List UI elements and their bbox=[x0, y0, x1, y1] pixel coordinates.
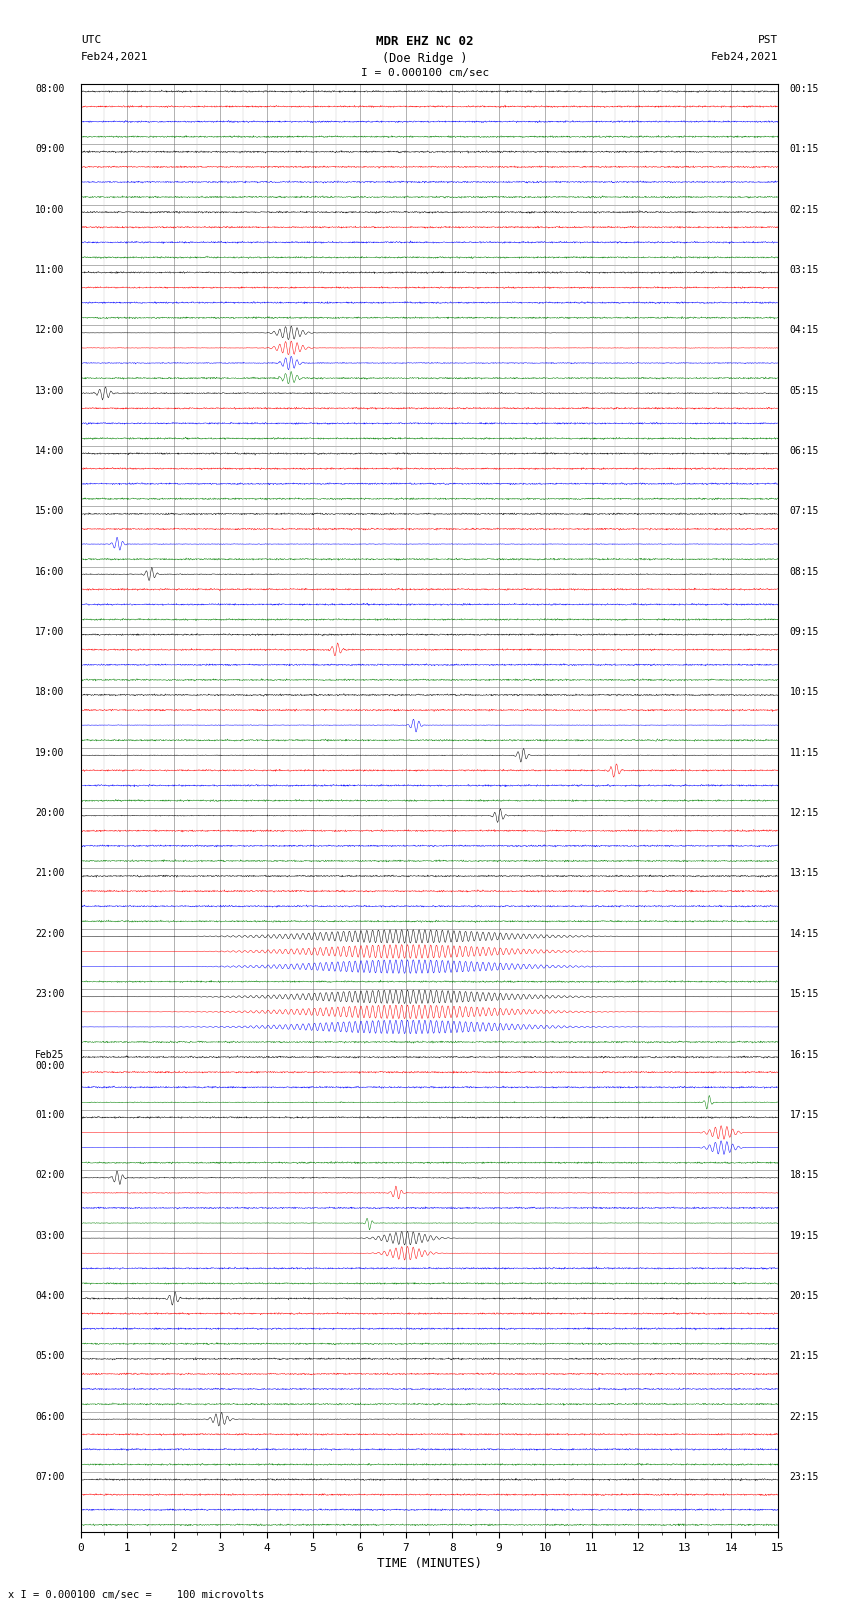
Text: 18:00: 18:00 bbox=[35, 687, 65, 697]
Text: 10:00: 10:00 bbox=[35, 205, 65, 215]
Text: x I = 0.000100 cm/sec =    100 microvolts: x I = 0.000100 cm/sec = 100 microvolts bbox=[8, 1590, 264, 1600]
Text: 22:15: 22:15 bbox=[790, 1411, 819, 1421]
Text: 01:15: 01:15 bbox=[790, 144, 819, 155]
Text: 19:00: 19:00 bbox=[35, 748, 65, 758]
Text: 17:15: 17:15 bbox=[790, 1110, 819, 1119]
Text: 11:15: 11:15 bbox=[790, 748, 819, 758]
Text: 02:00: 02:00 bbox=[35, 1171, 65, 1181]
Text: 03:00: 03:00 bbox=[35, 1231, 65, 1240]
Text: 01:00: 01:00 bbox=[35, 1110, 65, 1119]
Text: 15:00: 15:00 bbox=[35, 506, 65, 516]
Text: 07:00: 07:00 bbox=[35, 1473, 65, 1482]
Text: 11:00: 11:00 bbox=[35, 265, 65, 274]
Text: 02:15: 02:15 bbox=[790, 205, 819, 215]
Text: 00:15: 00:15 bbox=[790, 84, 819, 94]
Text: 16:00: 16:00 bbox=[35, 566, 65, 577]
Text: 04:15: 04:15 bbox=[790, 326, 819, 336]
Text: 19:15: 19:15 bbox=[790, 1231, 819, 1240]
Text: 13:15: 13:15 bbox=[790, 868, 819, 879]
Text: 08:00: 08:00 bbox=[35, 84, 65, 94]
Text: 14:00: 14:00 bbox=[35, 447, 65, 456]
Text: 12:00: 12:00 bbox=[35, 326, 65, 336]
Text: PST: PST bbox=[757, 35, 778, 45]
Text: 20:15: 20:15 bbox=[790, 1290, 819, 1302]
Text: 03:15: 03:15 bbox=[790, 265, 819, 274]
Text: MDR EHZ NC 02: MDR EHZ NC 02 bbox=[377, 35, 473, 48]
Text: Feb24,2021: Feb24,2021 bbox=[81, 52, 148, 61]
Text: 21:15: 21:15 bbox=[790, 1352, 819, 1361]
Text: 13:00: 13:00 bbox=[35, 386, 65, 395]
Text: 21:00: 21:00 bbox=[35, 868, 65, 879]
Text: (Doe Ridge ): (Doe Ridge ) bbox=[382, 52, 468, 65]
Text: 09:15: 09:15 bbox=[790, 627, 819, 637]
Text: 12:15: 12:15 bbox=[790, 808, 819, 818]
Text: 17:00: 17:00 bbox=[35, 627, 65, 637]
Text: 22:00: 22:00 bbox=[35, 929, 65, 939]
Text: 05:00: 05:00 bbox=[35, 1352, 65, 1361]
Text: 07:15: 07:15 bbox=[790, 506, 819, 516]
Text: 05:15: 05:15 bbox=[790, 386, 819, 395]
Text: 20:00: 20:00 bbox=[35, 808, 65, 818]
Text: Feb24,2021: Feb24,2021 bbox=[711, 52, 778, 61]
Text: 08:15: 08:15 bbox=[790, 566, 819, 577]
Text: 14:15: 14:15 bbox=[790, 929, 819, 939]
Text: 09:00: 09:00 bbox=[35, 144, 65, 155]
Text: 06:15: 06:15 bbox=[790, 447, 819, 456]
Text: 23:00: 23:00 bbox=[35, 989, 65, 998]
Text: 15:15: 15:15 bbox=[790, 989, 819, 998]
Text: UTC: UTC bbox=[81, 35, 101, 45]
Text: 10:15: 10:15 bbox=[790, 687, 819, 697]
X-axis label: TIME (MINUTES): TIME (MINUTES) bbox=[377, 1557, 482, 1569]
Text: 04:00: 04:00 bbox=[35, 1290, 65, 1302]
Text: 23:15: 23:15 bbox=[790, 1473, 819, 1482]
Text: 18:15: 18:15 bbox=[790, 1171, 819, 1181]
Text: 16:15: 16:15 bbox=[790, 1050, 819, 1060]
Text: I = 0.000100 cm/sec: I = 0.000100 cm/sec bbox=[361, 68, 489, 77]
Text: 06:00: 06:00 bbox=[35, 1411, 65, 1421]
Text: Feb25
00:00: Feb25 00:00 bbox=[35, 1050, 65, 1071]
